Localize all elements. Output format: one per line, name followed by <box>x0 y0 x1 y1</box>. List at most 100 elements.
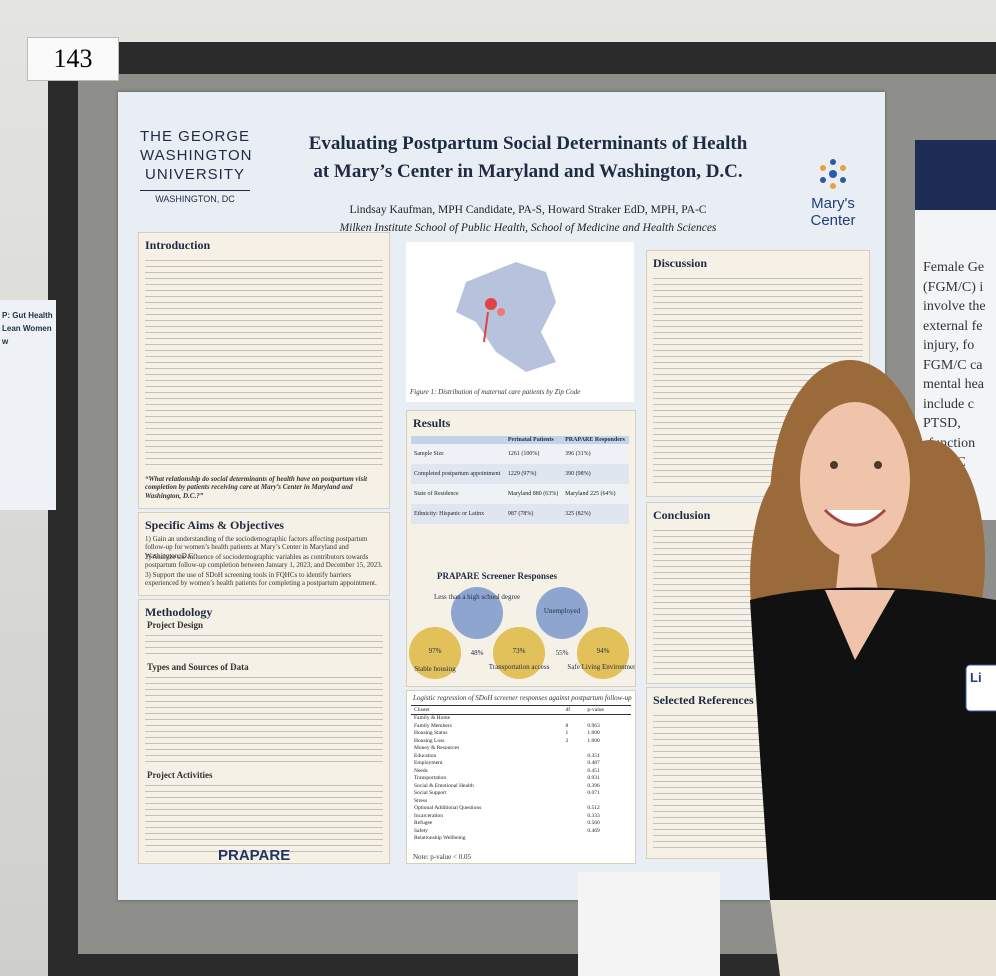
figure-caption: Figure 1: Distribution of maternal care … <box>410 388 581 396</box>
map <box>456 262 556 372</box>
logo-mark <box>820 159 846 189</box>
table-row: Housing Status 1 1.000 <box>411 730 631 738</box>
results-box: Results Perinatal Patients PRAPARE Respon… <box>406 410 636 687</box>
left-poster-text: P: Gut Health Lean Women w <box>0 300 56 358</box>
table-cell: 1.000 <box>587 737 600 744</box>
table-cell: 1 <box>565 730 569 736</box>
subheading: Project Activities <box>147 770 213 780</box>
poster-title: Evaluating Postpartum Social Determinant… <box>268 130 788 186</box>
header-cell <box>411 436 505 444</box>
sign-number: 143 <box>53 44 93 73</box>
table-row: State of Residence Maryland 880 (63%) Mary… <box>411 484 629 504</box>
table-cell: Needs <box>414 767 428 774</box>
table-cell <box>563 753 585 761</box>
table-row: Optional Additional Questions 0.512 <box>411 805 631 813</box>
table-cell: Family & Home <box>414 715 451 721</box>
aim: 3) Support the use of SDoH screening too… <box>145 571 377 588</box>
body-text <box>145 782 383 852</box>
section-heading: Specific Aims & Objectives <box>145 518 284 532</box>
bubble-label: Safe Living Environment <box>567 663 635 671</box>
table-cell <box>563 760 585 768</box>
prapare-logo: PRAPARE <box>218 847 291 864</box>
table-cell: 390 (98%) <box>565 471 591 477</box>
table-cell: Employment <box>414 760 443 766</box>
table-cell: Family Members <box>414 722 452 729</box>
poster-line: PTSD, <box>923 416 961 431</box>
table-row: Family Members 8 0.963 <box>411 723 631 731</box>
bubble-label: 73% <box>513 647 526 655</box>
table-cell: Incarceration <box>414 812 444 819</box>
table-row: Housing Loss 2 1.000 <box>411 738 631 746</box>
table-row: Completed postpartum appointment 1229 (97… <box>411 464 629 484</box>
table-cell <box>563 820 585 828</box>
line: Lean Women w <box>2 323 52 346</box>
table-cell: 0.451 <box>587 767 600 774</box>
table-cell <box>563 775 585 783</box>
table-cell: 0.071 <box>587 790 600 796</box>
poster-line: mental hea <box>923 377 985 392</box>
poster-line: (FGM/C) i <box>923 279 984 295</box>
table-cell: 2 <box>565 737 569 744</box>
table-cell: 0.351 <box>587 752 600 759</box>
table-row: Money & Resources <box>411 745 631 753</box>
logo-line: WASHINGTON <box>140 147 253 164</box>
table-cell <box>563 790 585 798</box>
bubble-label: Less than a high school degree <box>434 593 520 601</box>
aim: 1) Gain an understanding of the sociodem… <box>145 535 368 560</box>
header-cell: df <box>565 707 571 713</box>
table-cell: State of Residence <box>414 491 459 497</box>
table-row: Stress <box>411 798 631 806</box>
logo-line: WASHINGTON, DC <box>140 190 250 204</box>
table-cell: 0.963 <box>587 722 600 729</box>
table-cell <box>563 745 585 753</box>
handout <box>578 872 720 976</box>
title-line: Evaluating Postpartum Social Determinant… <box>308 133 748 154</box>
table-row: Education 0.351 <box>411 753 631 761</box>
table-cell: Housing Status <box>414 730 448 736</box>
table-cell: 0.512 <box>587 805 600 811</box>
aim: 2) Analyze the influence of sociodemogra… <box>145 553 383 570</box>
table-cell <box>563 715 585 723</box>
table-cell: 0.396 <box>587 782 600 789</box>
introduction-box: Introduction “What relationship do socia… <box>138 232 390 509</box>
table-cell <box>563 805 585 813</box>
table-row: Relationship Wellbeing <box>411 835 631 843</box>
section-heading: Methodology <box>145 605 213 619</box>
table-cell: 1229 (97%) <box>507 471 537 477</box>
table-cell: Sample Size <box>414 451 444 457</box>
header-row: Perinatal Patients PRAPARE Responders <box>411 436 629 444</box>
body-text <box>145 257 383 467</box>
table-cell: 325 (82%) <box>565 511 591 517</box>
title-line: at Mary’s Center in Maryland and Washing… <box>313 161 743 182</box>
table-cell: 987 (78%) <box>507 511 534 517</box>
subheading: Types and Sources of Data <box>147 662 249 672</box>
logo-line: THE GEORGE <box>140 128 251 145</box>
right-poster-banner <box>915 140 996 210</box>
table-cell: 0.487 <box>587 760 600 766</box>
table-cell: 8 <box>565 722 569 729</box>
table-row: Refugee 0.560 <box>411 820 631 828</box>
header-cell: Cluster <box>414 707 430 713</box>
table-cell: 1261 (100%) <box>507 451 540 457</box>
logo-line: Mary's <box>811 195 855 212</box>
table-row: Ethnicity: Hispanic or Latinx 987 (78%) 32… <box>411 504 629 524</box>
table-row: Needs 0.451 <box>411 768 631 776</box>
header-cell: p-value <box>587 707 604 713</box>
logo-line: Center <box>810 212 856 229</box>
regression-table: Cluster df p-value Family & Home Family Memb… <box>411 705 631 843</box>
poster-line: Female Ge <box>923 260 985 275</box>
bubble-diagram: Less than a high school degree Unemployed… <box>409 587 635 679</box>
section-heading: Discussion <box>653 256 708 270</box>
header-row: Cluster df p-value <box>411 705 631 715</box>
table-cell <box>584 715 631 723</box>
line: P: Gut Health <box>2 311 53 320</box>
table-cell: Relationship Wellbeing <box>414 835 466 841</box>
authors: Lindsay Kaufman, MPH Candidate, PA-S, Ho… <box>349 204 707 216</box>
logo-line: UNIVERSITY <box>144 166 245 183</box>
table-cell: 396 (31%) <box>565 451 591 457</box>
affiliation: Milken Institute School of Public Health… <box>339 222 717 234</box>
section-heading: Selected References <box>653 693 754 707</box>
table-cell: Safety <box>414 827 429 834</box>
table-row: Transportation 0.931 <box>411 775 631 783</box>
